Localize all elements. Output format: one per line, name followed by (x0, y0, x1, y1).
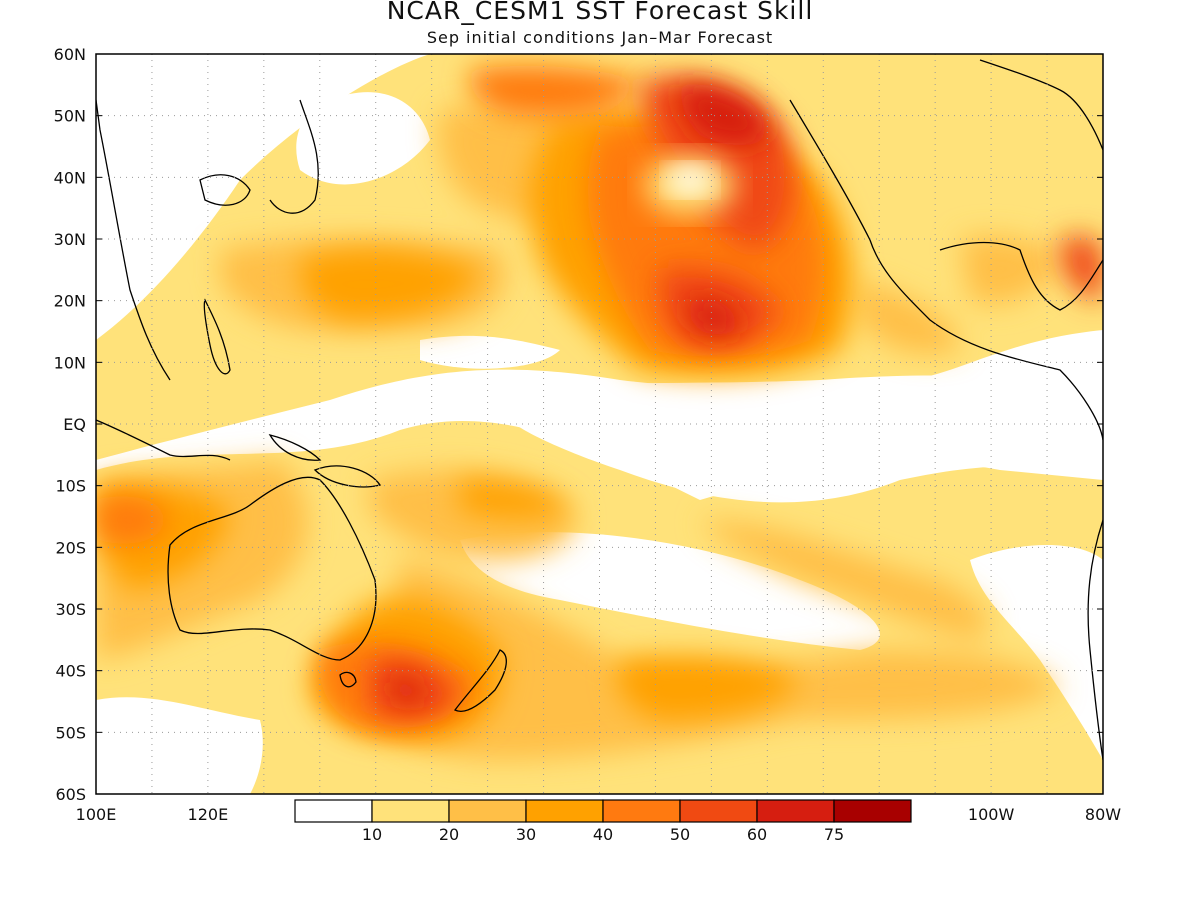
lat-label: 50S (55, 723, 86, 742)
colorbar-swatch (602, 799, 681, 823)
lat-label: 10S (55, 477, 86, 496)
coastlines (96, 59, 1103, 761)
lon-label: 100W (968, 805, 1015, 824)
colorbar-swatch (525, 799, 604, 823)
colorbar-swatch (833, 799, 912, 823)
lat-label: 20N (54, 292, 86, 311)
colorbar-swatch (294, 799, 373, 823)
colorbar-label: 20 (439, 825, 459, 844)
lat-label: 10N (54, 353, 86, 372)
colorbar-label: 30 (516, 825, 536, 844)
colorbar: 10 20 30 40 50 60 75 (287, 798, 919, 844)
map-title: NCAR_CESM1 SST Forecast Skill (386, 0, 814, 25)
lat-label: 30N (54, 230, 86, 249)
axis-ticks (96, 53, 1103, 795)
colorbar-label: 60 (747, 825, 767, 844)
colorbar-label: 10 (362, 825, 382, 844)
lon-label: 100E (76, 805, 117, 824)
lat-label: 30S (55, 600, 86, 619)
colorbar-label: 75 (824, 825, 844, 844)
lat-label: 60S (55, 785, 86, 804)
lat-label: EQ (63, 415, 86, 434)
colorbar-label: 40 (593, 825, 613, 844)
colorbar-swatch (679, 799, 758, 823)
lon-label: 120E (188, 805, 229, 824)
map-subtitle: Sep initial conditions Jan–Mar Forecast (426, 28, 774, 47)
latitude-labels: 60N 50N 40N 30N 20N 10N EQ 10S 20S 30S 40S 50S 60S (54, 45, 86, 804)
lat-label: 50N (54, 107, 86, 126)
colorbar-swatch (448, 799, 527, 823)
skill-field (96, 54, 1103, 794)
lon-label: 80W (1085, 805, 1121, 824)
colorbar-swatch (371, 799, 450, 823)
lat-label: 60N (54, 45, 86, 64)
lat-label: 20S (55, 538, 86, 557)
lat-label: 40S (55, 662, 86, 681)
lat-label: 40N (54, 168, 86, 187)
colorbar-swatch (756, 799, 835, 823)
colorbar-label: 50 (670, 825, 690, 844)
